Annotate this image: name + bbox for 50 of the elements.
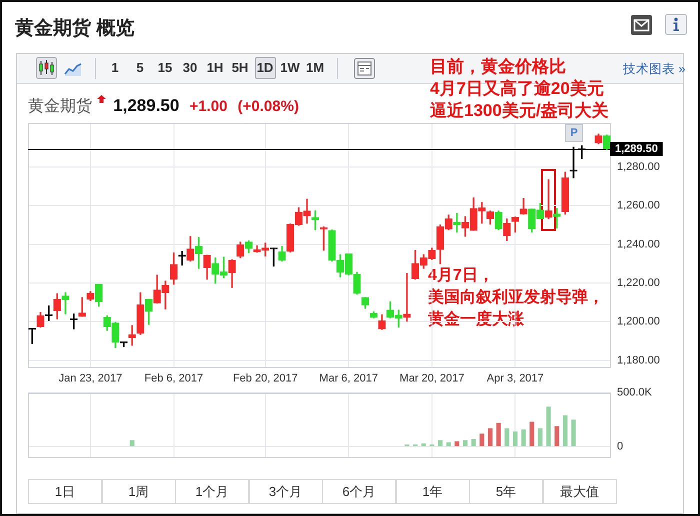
bar [530, 422, 534, 446]
bar [504, 428, 510, 446]
button[interactable]: 1个月 [175, 479, 249, 504]
candlestick [544, 179, 552, 220]
chart-title: 黄金期货 概览 [15, 17, 134, 41]
y-tick-label: 1,220.00 [617, 277, 660, 290]
bar [454, 441, 460, 446]
text: 目前，黄金价格比4月7日又高了逾20美元逼近1300美元/盎司大关 [430, 56, 610, 122]
ref-line-label: 1,289.50 [615, 143, 658, 156]
button[interactable]: 6个月 [322, 479, 396, 504]
y-tick-label: 1,260.00 [617, 200, 660, 212]
x-tick-label: Mar 6, 2017 [319, 372, 378, 385]
bar [421, 443, 426, 446]
bar [512, 431, 518, 446]
text: 1 5 15 30 1H 5H 1D 1W 1M [111, 60, 324, 75]
bar [446, 442, 451, 446]
y-tick-label: 1,200.00 [617, 316, 660, 328]
text: 技术图表 » [623, 61, 686, 77]
x-tick-label: Feb 6, 2017 [144, 372, 204, 385]
bar [562, 415, 568, 446]
x-tick-label: Jan 23, 2017 [58, 372, 122, 385]
bar [130, 440, 134, 446]
badge: P [565, 124, 583, 142]
button[interactable]: 1周 [102, 479, 176, 504]
bar [538, 428, 542, 446]
x-tick-label: Feb 20, 2017 [232, 372, 298, 385]
candlestick [62, 292, 70, 314]
button[interactable]: 5年 [469, 479, 543, 504]
bar [546, 406, 551, 446]
bar [471, 439, 476, 446]
button[interactable]: 3个月 [248, 479, 322, 504]
button[interactable]: 最大值 [542, 479, 616, 504]
button[interactable]: 1日 [28, 479, 102, 504]
bar [438, 440, 443, 446]
text: 黄金期货 1,289.50 +1.00 (+0.08%) [28, 96, 299, 115]
x-tick-label: Apr 3, 2017 [486, 372, 544, 385]
button[interactable]: 1年 [396, 479, 470, 504]
x-tick-label: Mar 20, 2017 [400, 372, 464, 385]
y-tick-label: 0 [617, 440, 624, 453]
bar [488, 428, 493, 446]
bar [554, 426, 560, 446]
bar [480, 434, 484, 446]
y-tick-label: 500.0K [617, 386, 653, 399]
bar [462, 440, 468, 446]
bar [571, 420, 576, 446]
y-tick-label: 1,240.00 [617, 238, 660, 250]
bar [521, 429, 526, 446]
bar [496, 422, 501, 446]
y-tick-label: 1,180.00 [617, 354, 660, 366]
y-tick-label: 1,280.00 [617, 161, 660, 174]
